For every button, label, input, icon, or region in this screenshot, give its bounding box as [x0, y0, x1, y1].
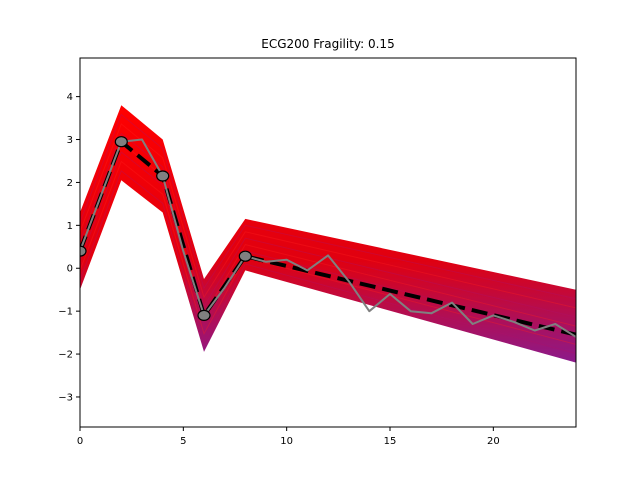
data-point-marker [80, 245, 87, 257]
plot-frame [79, 57, 577, 428]
y-tick-label: 0 [67, 264, 73, 275]
band-streak [80, 160, 576, 345]
series-line-solid [80, 138, 576, 338]
band-streak [80, 123, 576, 309]
perturbation-band [80, 105, 576, 363]
data-point-marker [238, 250, 252, 262]
data-point-marker [114, 136, 128, 148]
x-tick-label: 0 [77, 436, 83, 447]
y-tick-label: −3 [58, 392, 73, 403]
x-tick-label: 15 [384, 436, 397, 447]
x-tick-label: 10 [280, 436, 293, 447]
y-tick-label: −1 [58, 307, 73, 318]
band-streak [80, 113, 576, 300]
y-tick-label: 4 [67, 92, 73, 103]
x-tick-label: 20 [487, 436, 500, 447]
band-streak [80, 151, 576, 336]
y-tick-label: 2 [67, 178, 73, 189]
chart-title: ECG200 Fragility: 0.15 [261, 37, 394, 51]
band-streak [80, 132, 576, 318]
y-tick-label: 1 [67, 221, 73, 232]
y-tick-label: 3 [67, 135, 73, 146]
data-point-marker [156, 170, 170, 182]
data-point-marker [197, 309, 211, 321]
band-streak [80, 170, 576, 354]
x-tick-label: 5 [180, 436, 186, 447]
y-tick-label: −2 [58, 350, 73, 361]
